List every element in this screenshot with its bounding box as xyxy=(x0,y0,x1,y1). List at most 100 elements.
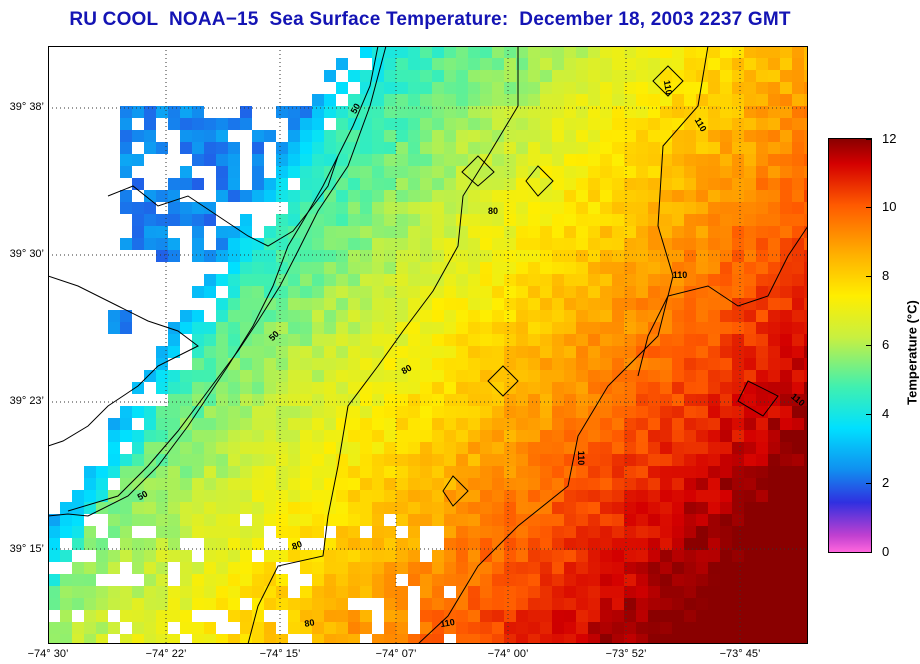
sst-pixel xyxy=(612,58,624,70)
sst-pixel xyxy=(336,166,348,178)
sst-pixel xyxy=(516,490,528,502)
sst-pixel xyxy=(312,142,324,154)
sst-pixel xyxy=(420,478,432,490)
sst-pixel xyxy=(408,514,420,526)
sst-pixel xyxy=(180,574,192,586)
sst-pixel xyxy=(48,514,60,526)
sst-pixel xyxy=(672,142,684,154)
sst-pixel xyxy=(204,622,216,634)
sst-pixel xyxy=(576,466,588,478)
sst-pixel xyxy=(432,46,444,58)
sst-pixel xyxy=(648,118,660,130)
sst-pixel xyxy=(696,610,708,622)
sst-pixel xyxy=(468,262,480,274)
sst-pixel xyxy=(720,58,732,70)
sst-pixel xyxy=(468,130,480,142)
sst-pixel xyxy=(252,262,264,274)
sst-pixel xyxy=(288,394,300,406)
sst-pixel xyxy=(336,286,348,298)
sst-pixel xyxy=(480,142,492,154)
sst-pixel xyxy=(720,130,732,142)
sst-pixel xyxy=(768,226,780,238)
sst-pixel xyxy=(756,46,768,58)
sst-pixel xyxy=(276,238,288,250)
sst-pixel xyxy=(576,118,588,130)
sst-pixel xyxy=(216,334,228,346)
sst-pixel xyxy=(792,262,804,274)
sst-pixel xyxy=(456,514,468,526)
sst-pixel xyxy=(780,370,792,382)
sst-pixel xyxy=(348,466,360,478)
sst-pixel xyxy=(540,70,552,82)
sst-pixel xyxy=(288,466,300,478)
sst-pixel xyxy=(780,466,792,478)
sst-pixel xyxy=(768,322,780,334)
sst-pixel xyxy=(360,298,372,310)
sst-pixel xyxy=(540,634,552,644)
sst-pixel xyxy=(672,430,684,442)
sst-pixel xyxy=(240,526,252,538)
sst-pixel xyxy=(312,562,324,574)
sst-pixel xyxy=(264,190,276,202)
sst-pixel xyxy=(708,370,720,382)
sst-pixel xyxy=(108,454,120,466)
sst-pixel xyxy=(204,430,216,442)
sst-pixel xyxy=(780,94,792,106)
sst-pixel xyxy=(420,502,432,514)
sst-pixel xyxy=(720,406,732,418)
sst-pixel xyxy=(600,298,612,310)
sst-pixel xyxy=(732,610,744,622)
sst-pixel xyxy=(720,262,732,274)
sst-pixel xyxy=(684,502,696,514)
sst-pixel xyxy=(420,574,432,586)
sst-pixel xyxy=(276,382,288,394)
sst-pixel xyxy=(144,130,156,142)
sst-pixel xyxy=(588,454,600,466)
sst-pixel xyxy=(372,430,384,442)
sst-pixel xyxy=(768,406,780,418)
sst-pixel xyxy=(780,58,792,70)
sst-pixel xyxy=(720,478,732,490)
sst-pixel xyxy=(744,418,756,430)
sst-pixel xyxy=(84,622,96,634)
sst-pixel xyxy=(60,526,72,538)
sst-pixel xyxy=(504,238,516,250)
sst-pixel xyxy=(444,526,456,538)
sst-pixel xyxy=(696,238,708,250)
sst-pixel xyxy=(528,106,540,118)
sst-pixel xyxy=(456,250,468,262)
sst-pixel xyxy=(756,178,768,190)
sst-pixel xyxy=(672,334,684,346)
sst-pixel xyxy=(768,298,780,310)
sst-pixel xyxy=(660,502,672,514)
sst-pixel xyxy=(324,322,336,334)
sst-pixel xyxy=(180,142,192,154)
sst-pixel xyxy=(300,142,312,154)
sst-pixel xyxy=(408,70,420,82)
sst-pixel xyxy=(768,310,780,322)
sst-pixel xyxy=(324,358,336,370)
sst-pixel xyxy=(276,526,288,538)
sst-pixel xyxy=(552,166,564,178)
sst-pixel xyxy=(312,526,324,538)
sst-pixel xyxy=(408,250,420,262)
sst-pixel xyxy=(132,634,144,644)
sst-pixel xyxy=(240,370,252,382)
sst-pixel xyxy=(444,226,456,238)
sst-pixel xyxy=(348,322,360,334)
sst-pixel xyxy=(672,250,684,262)
sst-pixel xyxy=(120,202,132,214)
sst-pixel xyxy=(492,346,504,358)
sst-pixel xyxy=(732,442,744,454)
sst-pixel xyxy=(336,442,348,454)
sst-pixel xyxy=(468,226,480,238)
sst-pixel xyxy=(444,622,456,634)
sst-pixel xyxy=(552,334,564,346)
sst-pixel xyxy=(168,478,180,490)
sst-pixel xyxy=(660,226,672,238)
sst-pixel xyxy=(516,130,528,142)
sst-pixel xyxy=(660,346,672,358)
sst-pixel xyxy=(624,586,636,598)
sst-pixel xyxy=(552,526,564,538)
sst-pixel xyxy=(432,430,444,442)
